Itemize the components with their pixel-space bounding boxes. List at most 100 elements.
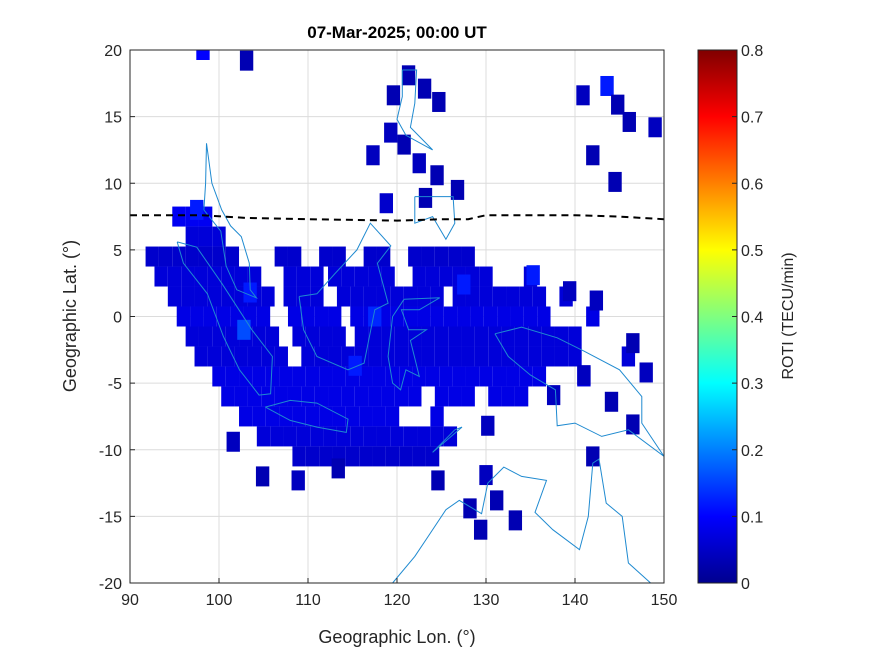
roti-cell [185, 226, 199, 247]
roti-cell [403, 426, 418, 447]
roti-cell [417, 286, 431, 307]
roti-cell [212, 366, 226, 387]
y-tick-label: -20 [99, 576, 122, 593]
roti-cell [366, 145, 380, 166]
roti-cell [359, 406, 373, 427]
roti-cell [461, 246, 475, 267]
roti-cell [226, 431, 240, 452]
roti-cell [261, 386, 275, 407]
roti-cell [626, 414, 640, 435]
roti-cell [247, 266, 262, 287]
colorbar [697, 49, 738, 584]
roti-cell [225, 326, 240, 347]
roti-cell [314, 386, 329, 407]
roti-cell [626, 333, 640, 354]
roti-cell [412, 446, 426, 467]
coastline [432, 426, 463, 453]
roti-cell [181, 266, 195, 287]
roti-cell [332, 326, 346, 347]
roti-cell [600, 75, 614, 96]
roti-cell [430, 165, 444, 186]
roti-cell [562, 281, 577, 302]
roti-cell [287, 386, 302, 407]
roti-cell [390, 426, 404, 447]
roti-cell [537, 306, 551, 327]
roti-cell [514, 346, 529, 367]
roti-cell [368, 266, 382, 287]
coastline [298, 222, 392, 371]
magnetic-equator-line [130, 214, 664, 222]
roti-cell [519, 286, 533, 307]
roti-cell [465, 366, 480, 387]
roti-cell [145, 246, 159, 267]
roti-cell [328, 306, 342, 327]
roti-cell [301, 386, 315, 407]
colorbar-ticks: 0 0.1 0.2 0.3 0.4 0.5 0.6 0.7 0.8 [732, 43, 763, 593]
roti-cell [292, 366, 306, 387]
roti-cell [270, 426, 284, 447]
roti-cell [350, 426, 364, 447]
roti-cell [523, 306, 538, 327]
roti-cell [568, 346, 582, 367]
roti-cell [430, 306, 444, 327]
roti-cell [181, 286, 195, 307]
roti-cell [448, 386, 462, 407]
roti-cell [397, 134, 411, 155]
roti-cell [255, 466, 270, 487]
roti-cell [421, 346, 435, 367]
roti-cell [368, 386, 382, 407]
roti-cell [319, 406, 333, 427]
roti-cell [381, 326, 395, 347]
roti-cell [586, 306, 600, 327]
roti-cell [648, 117, 662, 138]
roti-cell [283, 286, 297, 307]
roti-cell [519, 366, 533, 387]
roti-cell [376, 426, 391, 447]
roti-cell [450, 179, 465, 200]
coastline [265, 399, 349, 433]
roti-cell [417, 306, 431, 327]
roti-cell [418, 187, 433, 208]
roti-cell [576, 85, 590, 106]
roti-cell [305, 446, 320, 467]
roti-cell [432, 91, 446, 112]
roti-cell [443, 306, 458, 327]
roti-cell [394, 346, 409, 367]
roti-cell [448, 326, 462, 347]
roti-cell [608, 171, 622, 192]
roti-cell [488, 326, 502, 347]
roti-cell [430, 286, 444, 307]
roti-cell [434, 246, 449, 267]
roti-cell [492, 366, 507, 387]
roti-cell [386, 85, 401, 106]
roti-cell [287, 246, 302, 267]
roti-cell [448, 346, 462, 367]
roti-cell [301, 346, 315, 367]
roti-cell [463, 498, 477, 519]
roti-cell [292, 326, 306, 347]
roti-cell [221, 386, 235, 407]
roti-cell [225, 246, 240, 267]
colorbar-tick-label: 0.1 [741, 509, 763, 526]
y-tick-label: -5 [108, 376, 122, 393]
roti-cell [185, 246, 199, 267]
roti-cell [319, 246, 333, 267]
coastlines [176, 69, 664, 583]
roti-cell [372, 366, 386, 387]
roti-cell [479, 266, 493, 287]
roti-cell [212, 326, 226, 347]
roti-cell [310, 426, 324, 447]
roti-cell [363, 246, 377, 267]
roti-cell [577, 365, 591, 386]
roti-cell [481, 415, 495, 436]
y-axis-label: Geographic Lat. (°) [60, 240, 80, 392]
coastline [176, 241, 273, 396]
roti-cell [381, 386, 395, 407]
roti-cell [589, 290, 604, 311]
roti-cell [368, 306, 382, 327]
roti-cell [430, 406, 444, 427]
y-tick-label: 5 [113, 243, 122, 260]
roti-cell [379, 193, 393, 214]
roti-cell [448, 246, 462, 267]
